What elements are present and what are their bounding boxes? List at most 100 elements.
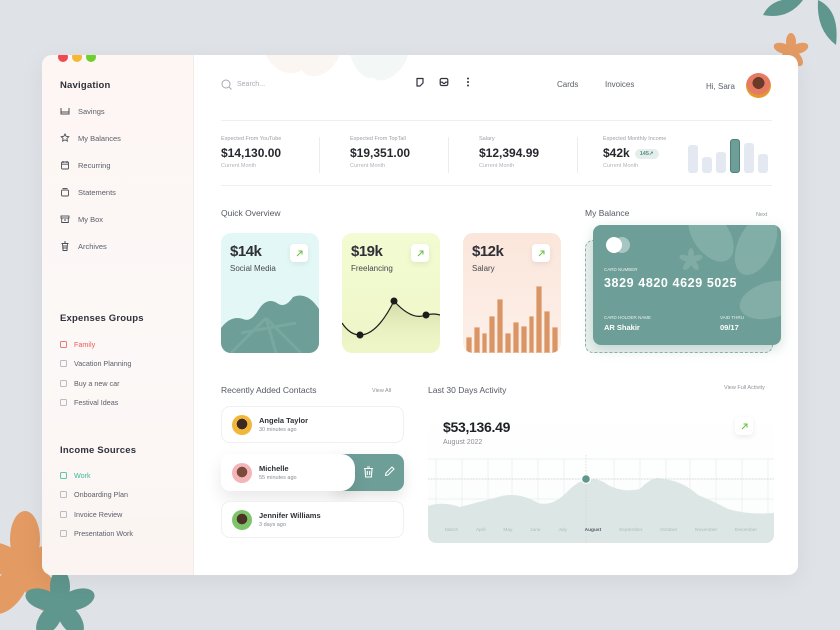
- activity-period: August 2022: [443, 439, 483, 446]
- divider: [221, 120, 772, 121]
- expense-family[interactable]: Family: [60, 340, 95, 349]
- divider: [577, 137, 578, 173]
- month-label[interactable]: March: [444, 528, 459, 533]
- card-amount: $14k: [230, 243, 262, 260]
- income-mini-bar-chart: [688, 139, 768, 173]
- arrow-up-right-icon: [417, 250, 423, 256]
- calendar-icon: [61, 161, 69, 170]
- nav-cards[interactable]: Cards: [557, 80, 579, 89]
- income-onboarding-plan[interactable]: Onboarding Plan: [60, 490, 128, 499]
- sidebar-item-label: Statements: [78, 187, 116, 197]
- month-label[interactable]: September: [618, 528, 643, 533]
- maximize-window-button[interactable]: [86, 55, 96, 62]
- stat-toptall: Expected From TopTall $19,351.00 Current…: [350, 136, 410, 169]
- checkbox[interactable]: [60, 511, 67, 518]
- inbox-icon[interactable]: [439, 77, 449, 87]
- more-vertical-icon[interactable]: [463, 77, 473, 87]
- contact-name: Angela Taylor: [259, 416, 309, 425]
- card-amount: $12k: [472, 243, 504, 260]
- sidebar-item-my-balances[interactable]: My Balances: [60, 133, 121, 143]
- card-label: Freelancing: [351, 264, 393, 273]
- quick-card-freelancing[interactable]: $19k Freelancing: [342, 233, 440, 353]
- month-label[interactable]: October: [660, 528, 678, 533]
- divider: [319, 137, 320, 173]
- checkbox[interactable]: [60, 472, 67, 479]
- view-full-activity-link[interactable]: View Full Activity: [724, 385, 765, 391]
- contact-row-jennifer-williams[interactable]: Jennifer Williams 3 days ago: [221, 501, 404, 538]
- edit-pencil-icon[interactable]: [384, 466, 395, 477]
- expense-festival-ideas[interactable]: Festival Ideas: [60, 398, 118, 407]
- sidebar-item-statements[interactable]: Statements: [60, 187, 116, 197]
- search-input[interactable]: Search...: [237, 81, 266, 88]
- view-all-contacts-link[interactable]: View All: [372, 388, 392, 394]
- quick-card-social-media[interactable]: $14k Social Media: [221, 233, 319, 353]
- sidebar-item-label: Archives: [78, 241, 107, 251]
- notes-icon[interactable]: [415, 77, 425, 87]
- sidebar-item-label: Recurring: [78, 160, 111, 170]
- checkbox-label: Festival Ideas: [74, 398, 119, 407]
- sidebar-item-my-box[interactable]: My Box: [60, 214, 103, 224]
- checkbox[interactable]: [60, 491, 67, 498]
- sidebar-item-archives[interactable]: Archives: [60, 241, 107, 251]
- income-invoice-review[interactable]: Invoice Review: [60, 510, 122, 519]
- credit-card[interactable]: CARD NUMBER 3829 4820 4629 5025 CARD HOL…: [593, 225, 781, 345]
- quick-card-salary[interactable]: $12k Salary: [463, 233, 561, 353]
- contact-row-michelle[interactable]: Michelle 55 minutes ago: [221, 454, 355, 491]
- contacts-title: Recently Added Contacts: [221, 385, 317, 395]
- contact-row-angela-taylor[interactable]: Angela Taylor 30 minutes ago: [221, 406, 404, 443]
- income-work[interactable]: Work: [60, 471, 91, 480]
- expenses-section-title: Expenses Groups: [60, 313, 144, 324]
- search-box[interactable]: Search...: [221, 79, 265, 90]
- sidebar-item-savings[interactable]: Savings: [60, 106, 105, 116]
- month-label[interactable]: July: [558, 528, 567, 533]
- open-activity-button[interactable]: [735, 417, 753, 435]
- stat-label: Expected Monthly Income: [603, 136, 667, 142]
- salary-bar: [473, 327, 480, 353]
- activity-area-chart: [428, 455, 774, 543]
- month-label[interactable]: April: [475, 528, 486, 533]
- star-badge-icon: [60, 133, 70, 142]
- month-label[interactable]: May: [503, 528, 513, 533]
- flower-decoration-bottom-teal: [25, 570, 95, 630]
- income-presentation-work[interactable]: Presentation Work: [60, 529, 133, 538]
- mini-bar: [716, 151, 726, 173]
- close-window-button[interactable]: [58, 55, 68, 62]
- card-amount: $19k: [351, 243, 383, 260]
- stat-label: Expected From YouTube: [221, 136, 282, 142]
- month-label[interactable]: December: [734, 528, 758, 533]
- mini-bar: [758, 154, 768, 173]
- open-salary-button[interactable]: [532, 244, 550, 262]
- next-card-link[interactable]: Next: [756, 212, 768, 218]
- income-section-title: Income Sources: [60, 445, 137, 456]
- card-expiry: 09/17: [720, 323, 739, 332]
- open-freelancing-button[interactable]: [411, 244, 429, 262]
- user-avatar[interactable]: [746, 73, 771, 98]
- contact-name: Michelle: [259, 464, 289, 473]
- checkbox[interactable]: [60, 360, 67, 367]
- checkbox[interactable]: [60, 341, 67, 348]
- expense-buy-new-car[interactable]: Buy a new car: [60, 379, 120, 388]
- delete-icon[interactable]: [363, 466, 374, 478]
- card-holder-name: AR Shakir: [604, 323, 640, 332]
- expense-vacation-planning[interactable]: Vacation Planning: [60, 359, 131, 368]
- checkbox[interactable]: [60, 380, 67, 387]
- checkbox[interactable]: [60, 399, 67, 406]
- open-social-media-button[interactable]: [290, 244, 308, 262]
- sidebar-item-recurring[interactable]: Recurring: [60, 160, 111, 170]
- leaf-decoration-top-right: [763, 0, 837, 45]
- minimize-window-button[interactable]: [72, 55, 82, 62]
- nav-invoices[interactable]: Invoices: [605, 80, 635, 89]
- card-brand-logo: [606, 237, 630, 253]
- month-label[interactable]: June: [530, 528, 541, 533]
- contact-time: 55 minutes ago: [259, 475, 297, 481]
- salary-bar: [552, 327, 558, 353]
- month-label[interactable]: November: [695, 528, 718, 533]
- stat-value: $19,351.00: [350, 146, 411, 160]
- activity-amount: $53,136.49: [443, 419, 511, 435]
- month-label[interactable]: August: [584, 528, 602, 533]
- checkbox[interactable]: [60, 530, 67, 537]
- stat-value-row: $42k 145↗: [603, 146, 666, 160]
- card-label: Salary: [472, 264, 495, 273]
- sidebar-item-label: My Balances: [78, 133, 121, 143]
- mini-bar: [730, 139, 740, 173]
